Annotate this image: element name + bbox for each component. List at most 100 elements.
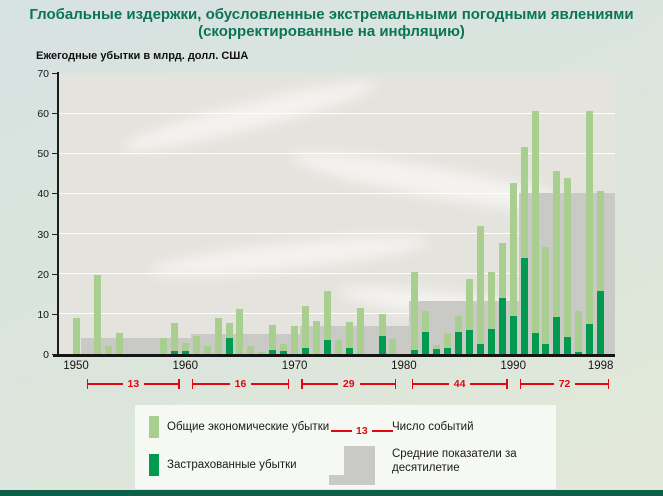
bracket-part [470, 383, 507, 385]
x-axis-line [53, 354, 615, 357]
bar-total-1998 [597, 191, 605, 354]
marble-texture-streak [148, 228, 430, 284]
plot-area [59, 73, 615, 354]
bracket-part [301, 379, 303, 389]
bar-insured-1968 [269, 350, 277, 354]
chart-title-line1: Глобальные издержки, обусловленные экстр… [29, 6, 634, 23]
y-tick-70 [52, 73, 57, 74]
y-tick-label-40: 40 [37, 188, 49, 201]
bar-insured-1986 [465, 329, 473, 354]
bar-insured-1992 [531, 332, 539, 354]
bar-total-1997 [586, 111, 594, 354]
bracket-part [191, 379, 194, 389]
bar-total-1966 [247, 345, 255, 354]
y-tick-60 [52, 113, 57, 115]
bracket-part [144, 383, 179, 385]
bar-total-1989 [498, 242, 506, 354]
y-tick-label-10: 10 [37, 308, 49, 321]
y-axis-line [57, 72, 59, 356]
y-axis-label: Ежегодные убытки в млрд. долл. США [36, 50, 249, 62]
y-tick-30 [52, 233, 57, 235]
gridline-50 [59, 152, 615, 154]
legend-swatch-total-losses [149, 416, 159, 438]
y-tick-label-20: 20 [37, 268, 49, 281]
bar-total-1950 [72, 317, 80, 354]
bar-total-1968 [269, 324, 277, 354]
legend-events-number: 13 [356, 425, 368, 437]
bottom-accent-strip [0, 490, 663, 496]
bar-insured-1971 [302, 347, 310, 354]
bracket-part [251, 383, 288, 385]
bar-total-1985 [455, 315, 463, 354]
x-tick-label-1998: 1998 [587, 360, 614, 372]
bar-total-1972 [312, 321, 320, 354]
legend-swatch-insured-losses [149, 454, 159, 476]
legend-label-events: Число событий [392, 421, 474, 433]
y-tick-40 [52, 193, 57, 195]
chart-title: Глобальные издержки, обусловленные экстр… [0, 6, 663, 40]
marble-texture-streak [119, 73, 379, 161]
bar-insured-1989 [498, 297, 506, 354]
bar-total-1970 [291, 325, 299, 354]
bar-total-1983 [433, 344, 441, 354]
bracket-part [411, 379, 414, 389]
bar-total-1986 [465, 278, 473, 354]
event-count-1950s: 13 [127, 378, 140, 390]
decade-average-steps-icon [329, 446, 379, 485]
bracket-part [302, 383, 338, 385]
gridline-60 [59, 112, 615, 114]
bar-total-1959 [170, 322, 178, 354]
legend-events-sample: 13 [331, 425, 393, 437]
y-tick-label-0: 0 [43, 349, 49, 361]
x-tick-label-1970: 1970 [281, 360, 308, 372]
y-tick-50 [52, 153, 57, 155]
chart-title-line2: (скорректированные на инфляцию) [198, 23, 465, 40]
bracket-part [394, 379, 397, 389]
legend-label-insured-losses: Застрахованные убытки [167, 459, 297, 471]
legend-label-decade-average: Средние показатели за десятилетие [392, 448, 517, 474]
bar-insured-1994 [553, 317, 561, 354]
bar-total-1958 [159, 337, 167, 354]
bar-total-1990 [509, 183, 517, 354]
bar-total-1971 [302, 305, 310, 354]
bar-total-1973 [323, 290, 331, 354]
bar-total-1992 [531, 111, 539, 354]
bar-total-1962 [203, 345, 211, 354]
y-tick-label-30: 30 [37, 228, 49, 241]
bar-insured-1984 [444, 347, 452, 354]
bracket-part [521, 383, 554, 385]
bar-insured-1990 [509, 315, 517, 354]
y-tick-10 [52, 313, 57, 315]
bar-total-1974 [334, 339, 342, 354]
bracket-part [86, 379, 89, 389]
bar-total-1988 [487, 272, 495, 354]
bar-total-1995 [564, 178, 572, 354]
bar-insured-1959 [170, 351, 178, 354]
event-count-bracket-1960s: 16 [191, 378, 290, 390]
events-line-icon [371, 430, 393, 432]
bar-total-1969 [280, 343, 288, 354]
bar-total-1993 [542, 246, 550, 354]
bracket-part [519, 379, 522, 389]
bar-insured-1993 [542, 343, 550, 354]
legend-label-total-losses: Общие экономические убытки [167, 421, 330, 433]
gridline-30 [59, 233, 615, 235]
bar-insured-1987 [476, 343, 484, 354]
bar-total-1994 [553, 170, 561, 354]
gridline-40 [59, 192, 615, 194]
x-tick-label-1990: 1990 [500, 360, 526, 372]
legend-box: Общие экономические убытки 13 Число собы… [135, 405, 556, 489]
bracket-part [607, 379, 610, 389]
x-tick-label-1950: 1950 [63, 360, 89, 372]
bar-total-1991 [520, 147, 528, 354]
bar-insured-1998 [597, 290, 605, 354]
bar-insured-1985 [455, 331, 463, 354]
bracket-part [88, 383, 123, 385]
bar-total-1978 [378, 313, 386, 354]
bar-total-1981 [411, 272, 419, 354]
event-count-bracket-1980s: 44 [411, 378, 508, 390]
chart-area: 0 10 20 30 40 50 60 70 1950 1960 1970 1980 1990 1998 1… [37, 68, 615, 389]
bar-total-1982 [422, 311, 430, 354]
bar-total-1967 [258, 351, 266, 354]
